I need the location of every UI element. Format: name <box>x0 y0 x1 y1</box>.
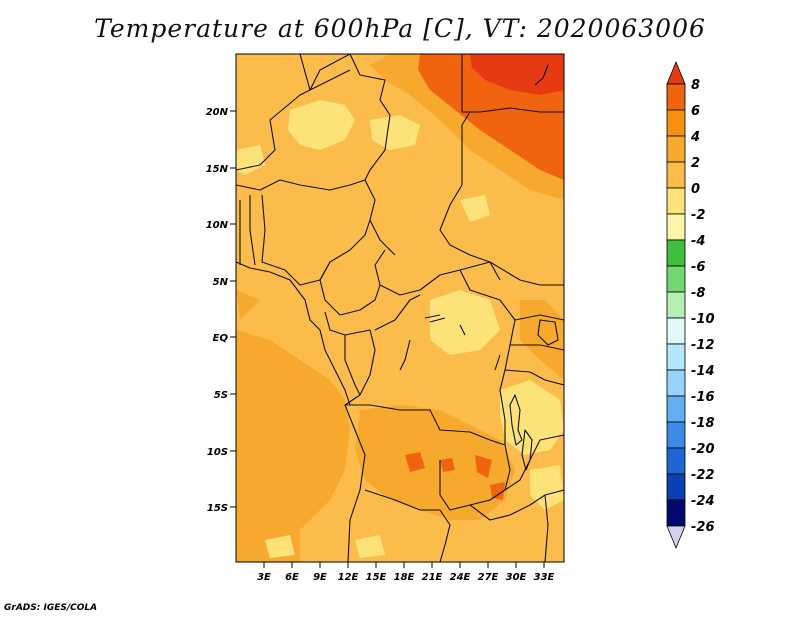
map-panel <box>236 54 564 562</box>
latitude-axis: 20N 15N 10N 5N EQ 5S 10S 15S <box>206 107 236 514</box>
lon-tick-label: 33E <box>534 572 555 583</box>
colorbar-label: -26 <box>691 520 715 535</box>
colorbar-segment <box>666 421 686 449</box>
colorbar-segment <box>666 447 686 475</box>
colorbar-label: -18 <box>691 416 715 431</box>
lat-tick-label: 5S <box>214 390 228 401</box>
colorbar-segment <box>666 161 686 189</box>
temperature-region <box>470 54 564 95</box>
colorbar-segment <box>666 135 686 163</box>
colorbar-label: -22 <box>691 468 715 483</box>
lon-tick-label: 21E <box>422 572 443 583</box>
colorbar-segment <box>666 499 686 527</box>
colorbar-segment <box>666 109 686 137</box>
map-frame <box>235 53 565 563</box>
temperature-region <box>355 535 385 558</box>
country-borders <box>236 54 564 562</box>
temperature-region <box>490 482 505 500</box>
lat-tick-label: 5N <box>213 277 229 288</box>
colorbar-label: -8 <box>691 286 705 301</box>
temperature-region <box>475 455 492 478</box>
lon-tick-label: 30E <box>506 572 527 583</box>
lon-tick-label: 18E <box>394 572 415 583</box>
lon-tick-label: 27E <box>478 572 499 583</box>
lon-tick-label: 3E <box>257 572 271 583</box>
temperature-region <box>370 115 420 150</box>
temperature-region <box>236 145 265 175</box>
colorbar-segment <box>666 187 686 215</box>
colorbar-label: 0 <box>691 182 700 197</box>
colorbar-max-arrow <box>666 60 686 85</box>
longitude-axis: 3E 6E 9E 12E 15E 18E 21E 24E 27E 30E 33E <box>257 562 555 583</box>
lat-tick-label: 10N <box>206 220 229 231</box>
temperature-region <box>520 300 564 380</box>
colorbar-label: -2 <box>691 208 705 223</box>
colorbar-label: -10 <box>691 312 715 327</box>
lon-tick-label: 12E <box>338 572 359 583</box>
colorbar-label: 4 <box>690 130 700 145</box>
colorbar-segment <box>666 265 686 293</box>
colorbar-label: -16 <box>691 390 715 405</box>
temperature-region <box>460 195 490 222</box>
colorbar-segment <box>666 83 686 111</box>
lon-tick-label: 24E <box>450 572 471 583</box>
chart-title: Temperature at 600hPa [C], VT: 202006300… <box>94 14 706 43</box>
colorbar-label: 6 <box>691 104 700 119</box>
colorbar-label: -6 <box>691 260 705 275</box>
colorbar-label: -14 <box>691 364 715 379</box>
lat-tick-label: EQ <box>213 333 229 344</box>
temperature-region <box>236 330 350 562</box>
lon-tick-label: 6E <box>285 572 299 583</box>
temperature-region <box>236 290 260 320</box>
colorbar: 8 6 4 2 0 -2 -4 -6 -8 -10 -12 -14 -16 -18 -20 -22 -24 -26 <box>666 60 715 550</box>
lat-tick-label: 15S <box>207 503 228 514</box>
colorbar-segment <box>666 395 686 423</box>
colorbar-segment <box>666 239 686 267</box>
temperature-region <box>430 290 500 355</box>
colorbar-segment <box>666 291 686 319</box>
lat-tick-label: 20N <box>206 107 229 118</box>
colorbar-label: -24 <box>691 494 715 509</box>
credit-text: GrADS: IGES/COLA <box>4 603 98 613</box>
lat-tick-label: 10S <box>207 447 228 458</box>
lat-tick-label: 15N <box>206 164 229 175</box>
colorbar-segment <box>666 369 686 397</box>
colorbar-min-arrow <box>666 525 686 550</box>
temperature-region <box>405 452 425 472</box>
colorbar-label: 2 <box>691 156 700 171</box>
colorbar-label: 8 <box>691 78 700 93</box>
colorbar-segment <box>666 213 686 241</box>
lon-tick-label: 9E <box>313 572 327 583</box>
temperature-region <box>440 458 455 472</box>
colorbar-segment <box>666 317 686 345</box>
temperature-region <box>288 100 355 150</box>
lon-tick-label: 15E <box>366 572 387 583</box>
colorbar-segment <box>666 343 686 371</box>
colorbar-label: -12 <box>691 338 715 353</box>
colorbar-label: -20 <box>691 442 715 457</box>
colorbar-label: -4 <box>691 234 705 249</box>
temperature-region <box>265 535 295 558</box>
colorbar-segment <box>666 473 686 501</box>
